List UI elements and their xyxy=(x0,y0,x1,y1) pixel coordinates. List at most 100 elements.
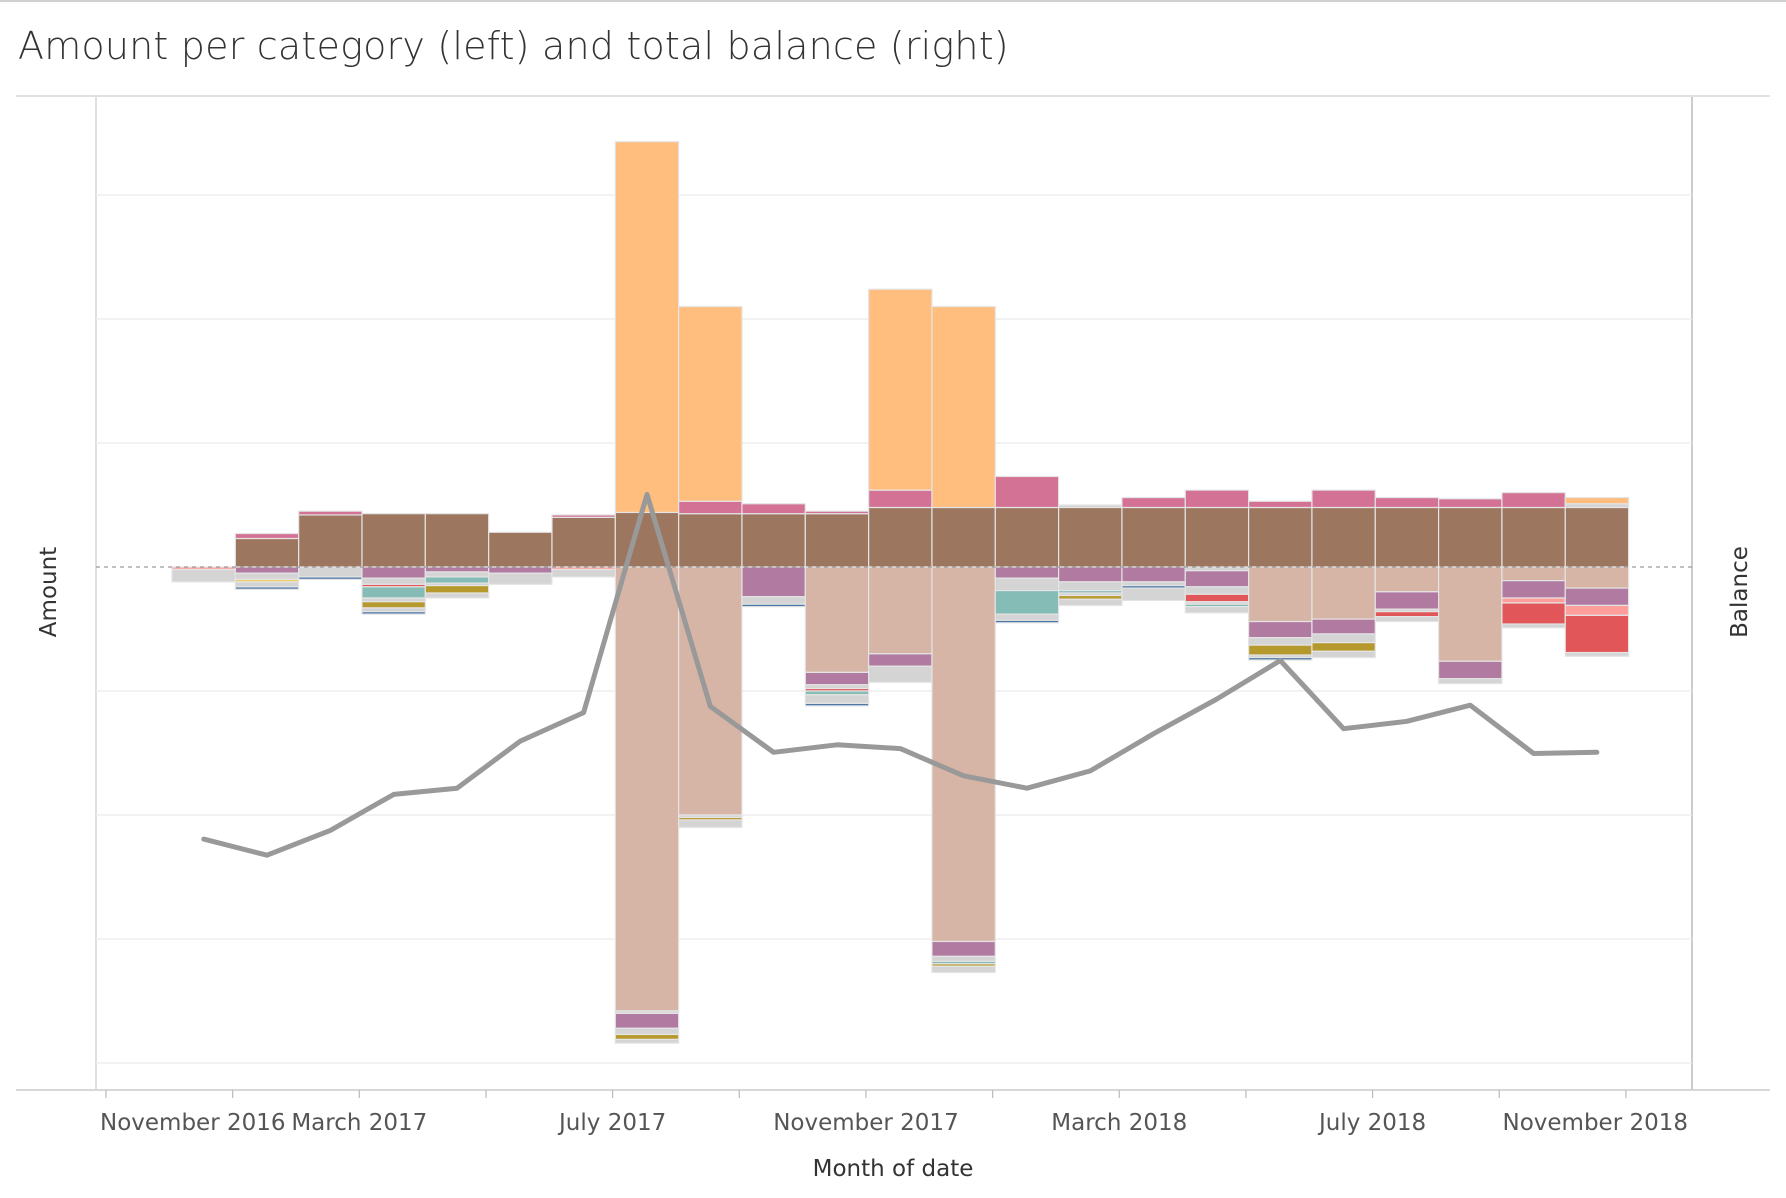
bar-segment xyxy=(1311,489,1376,509)
bar-segment xyxy=(361,577,426,585)
x-tick-label: July 2017 xyxy=(557,1110,666,1136)
bar-segment xyxy=(361,586,426,599)
bar-segment xyxy=(1501,506,1566,568)
bar-segment xyxy=(741,596,806,605)
bar-segment xyxy=(424,513,490,568)
bar-segment xyxy=(741,603,806,608)
x-tick-label: November 2018 xyxy=(1503,1110,1689,1136)
bar-segment xyxy=(298,566,363,578)
bar-segment xyxy=(1564,651,1630,657)
bar-segment xyxy=(424,584,490,594)
bar-segment xyxy=(994,577,1060,592)
bar-segment xyxy=(931,306,996,509)
stacked-bars xyxy=(171,141,1630,1044)
bar-segment xyxy=(1184,593,1250,603)
bar-segment xyxy=(1501,492,1566,509)
x-axis-label: Month of date xyxy=(813,1156,974,1182)
bar-segment xyxy=(488,566,553,574)
bar-segment xyxy=(678,819,743,829)
bar-segment xyxy=(1184,506,1250,568)
bar-segment xyxy=(361,513,426,568)
bar-segment xyxy=(1184,606,1250,614)
x-axis-ticks: November 2016 March 2017 July 2017 November… xyxy=(100,1090,1688,1136)
bar-segment xyxy=(1501,602,1566,625)
bar-segment xyxy=(424,571,490,578)
bar-segment xyxy=(1058,504,1123,509)
bar-segment xyxy=(234,586,300,590)
chart-title: Amount per category (left) and total bal… xyxy=(18,24,1009,68)
bar-segment xyxy=(868,489,933,509)
bar-segment xyxy=(678,500,743,515)
x-tick-label: March 2017 xyxy=(291,1110,427,1136)
bar-segment xyxy=(1374,496,1440,509)
bar-segment xyxy=(298,514,363,568)
bar-segment xyxy=(678,306,743,502)
x-tick-label: March 2018 xyxy=(1051,1110,1187,1136)
bar-segment xyxy=(1311,506,1376,568)
bar-segment xyxy=(614,511,680,568)
bar-segment xyxy=(931,566,996,943)
bar-segment xyxy=(1311,650,1376,659)
bar-segment xyxy=(1501,597,1566,604)
bar-segment xyxy=(931,955,996,962)
bar-segment xyxy=(1437,660,1503,680)
bar-segment xyxy=(1311,618,1376,635)
bar-segment xyxy=(488,572,553,585)
bar-segment xyxy=(1248,500,1313,509)
bar-segment xyxy=(614,1027,680,1036)
bar-segment xyxy=(1058,566,1123,583)
bar-segment xyxy=(678,513,743,568)
bar-segment xyxy=(1248,644,1313,656)
x-tick-label: July 2018 xyxy=(1317,1110,1426,1136)
bar-segment xyxy=(1058,506,1123,568)
bar-segment xyxy=(234,537,300,568)
bar-segment xyxy=(1311,642,1376,652)
x-tick-label: November 2016 xyxy=(100,1110,286,1136)
bar-segment xyxy=(1121,496,1186,509)
bar-segment xyxy=(804,671,870,686)
bar-segment xyxy=(1564,587,1630,607)
bar-segment xyxy=(1248,506,1313,568)
bar-segment xyxy=(1058,598,1123,607)
bar-segment xyxy=(1184,489,1250,509)
bar-segment xyxy=(1121,587,1186,602)
bar-segment xyxy=(551,514,616,518)
bar-segment xyxy=(1374,591,1440,610)
bar-segment xyxy=(1374,615,1440,623)
bar-segment xyxy=(1437,498,1503,509)
bar-segment xyxy=(488,531,553,568)
bar-segment xyxy=(1311,633,1376,644)
bar-segment xyxy=(868,288,933,491)
bar-segment xyxy=(804,510,870,515)
bar-segment xyxy=(741,503,806,515)
bar-segment xyxy=(1248,566,1313,623)
bar-segment xyxy=(994,613,1060,621)
bar-segment xyxy=(741,513,806,568)
bar-segment xyxy=(1374,611,1440,618)
bar-segment xyxy=(678,566,743,816)
bar-segment xyxy=(234,572,300,581)
bar-segment xyxy=(1564,506,1630,568)
bar-segment xyxy=(804,694,870,704)
bar-segment xyxy=(424,566,490,573)
bar-segment xyxy=(1501,623,1566,629)
bar-segment xyxy=(868,653,933,667)
bar-segment xyxy=(741,566,806,598)
y-axis-label-left: Amount xyxy=(36,547,62,637)
bar-segment xyxy=(551,516,616,568)
bar-segment xyxy=(868,566,933,655)
y-axis-label-right: Balance xyxy=(1727,546,1753,638)
bar-segment xyxy=(614,141,680,514)
bar-segment xyxy=(804,513,870,568)
bar-segment xyxy=(298,576,363,580)
bar-segment xyxy=(1564,604,1630,616)
bar-segment xyxy=(1374,566,1440,593)
bar-segment xyxy=(361,611,426,615)
bar-segment xyxy=(1501,566,1566,582)
bar-segment xyxy=(361,601,426,609)
bar-segment xyxy=(994,589,1060,615)
balance-line xyxy=(201,491,1600,858)
bar-segment xyxy=(1184,570,1250,588)
bar-segment xyxy=(931,940,996,957)
